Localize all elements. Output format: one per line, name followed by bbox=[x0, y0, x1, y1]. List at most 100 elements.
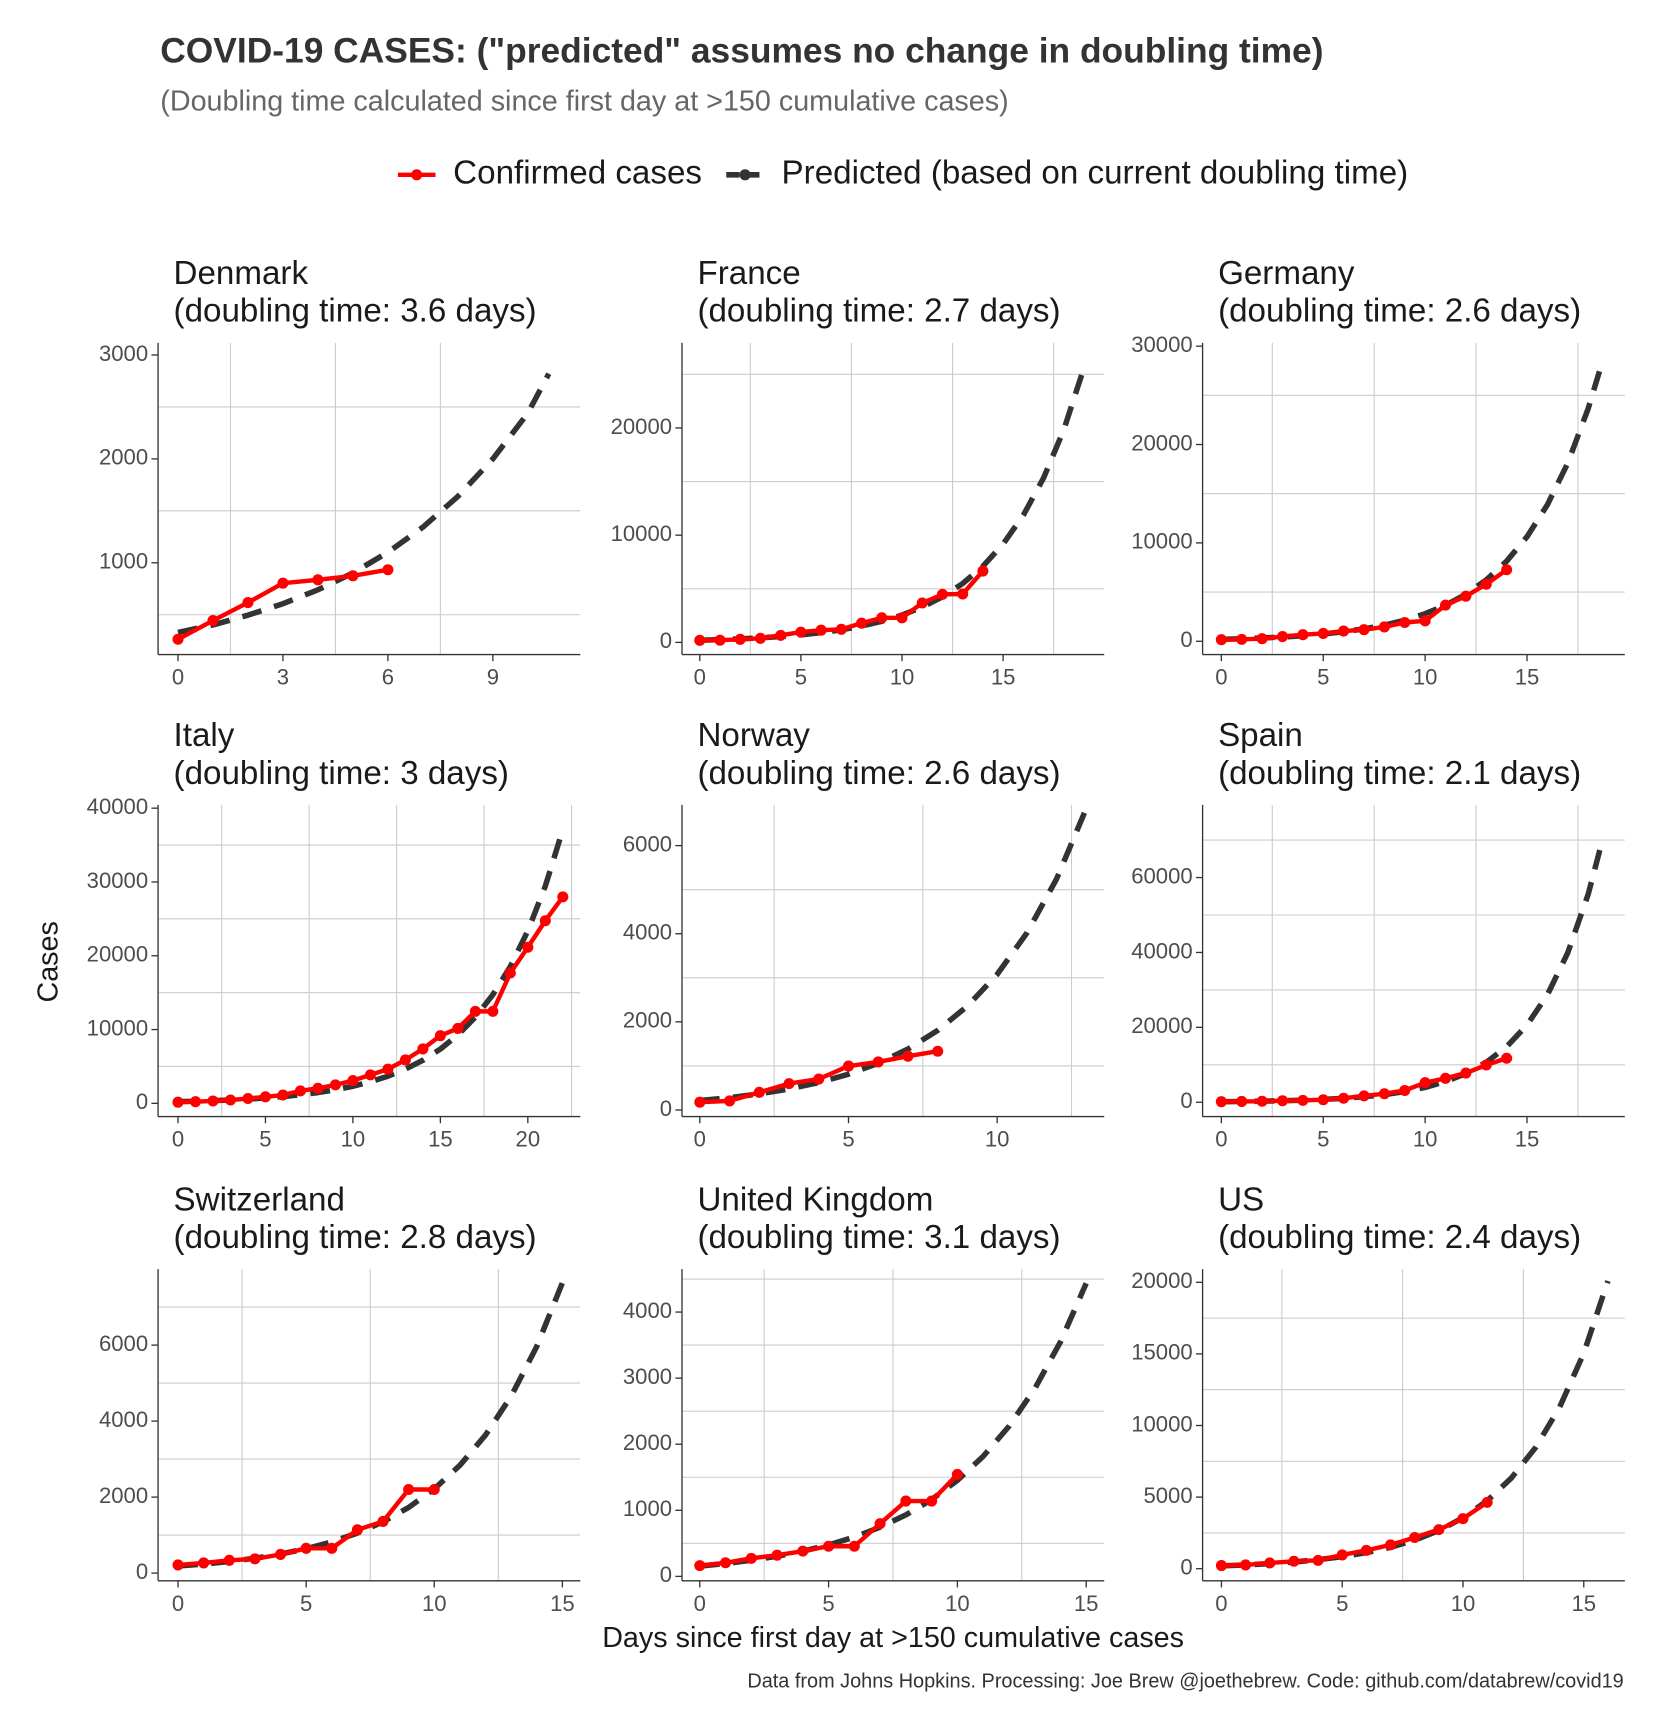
y-tick-label: 40000 bbox=[1131, 938, 1192, 963]
y-tick-label: 0 bbox=[660, 1562, 672, 1587]
x-tick-label: 0 bbox=[172, 1591, 184, 1616]
y-tick-label: 4000 bbox=[623, 1298, 672, 1323]
data-point bbox=[275, 1548, 287, 1560]
data-point bbox=[377, 1515, 389, 1527]
data-point bbox=[1215, 1096, 1227, 1108]
x-tick-label: 10 bbox=[1451, 1591, 1476, 1616]
data-point bbox=[797, 1545, 809, 1557]
data-point bbox=[1236, 1095, 1248, 1107]
x-tick-label: 10 bbox=[890, 665, 915, 690]
y-tick-label: 60000 bbox=[1131, 863, 1192, 888]
data-point bbox=[428, 1483, 440, 1496]
data-point bbox=[1256, 1095, 1268, 1107]
x-tick-label: 0 bbox=[694, 665, 706, 690]
y-tick-label: 30000 bbox=[1131, 332, 1192, 357]
y-tick-label: 2000 bbox=[99, 445, 148, 470]
data-point bbox=[469, 1005, 481, 1017]
data-point bbox=[259, 1091, 271, 1103]
data-point bbox=[694, 634, 706, 646]
y-tick-label: 1000 bbox=[623, 1496, 672, 1521]
data-point bbox=[326, 1542, 338, 1554]
data-point bbox=[872, 1056, 884, 1068]
x-tick-label: 0 bbox=[1215, 1591, 1227, 1616]
data-point bbox=[876, 612, 888, 624]
panel-title: France bbox=[697, 255, 800, 292]
data-point bbox=[329, 1079, 341, 1091]
data-point bbox=[172, 1096, 184, 1108]
data-point bbox=[916, 597, 928, 609]
y-tick-label: 0 bbox=[660, 628, 672, 653]
panel: France(doubling time: 2.7 days) 0 5 10 15 0 10… bbox=[611, 255, 1105, 690]
panel: Germany(doubling time: 2.6 days) 0 5 10 15 0 1… bbox=[1131, 255, 1625, 690]
data-point bbox=[795, 626, 807, 638]
data-point bbox=[242, 597, 254, 609]
y-tick-label: 10000 bbox=[611, 521, 672, 546]
panel-title: Spain bbox=[1218, 717, 1303, 754]
data-point bbox=[936, 588, 948, 600]
y-tick-label: 15000 bbox=[1131, 1340, 1192, 1365]
data-point bbox=[312, 1082, 324, 1094]
x-tick-label: 20 bbox=[516, 1127, 541, 1152]
data-point bbox=[1236, 633, 1248, 645]
y-tick-label: 10000 bbox=[1131, 529, 1192, 554]
data-point bbox=[1358, 624, 1370, 636]
y-tick-label: 10000 bbox=[87, 1015, 148, 1040]
data-point bbox=[1240, 1559, 1252, 1571]
panel-subtitle: (doubling time: 2.4 days) bbox=[1218, 1219, 1581, 1256]
panel: Denmark(doubling time: 3.6 days) 0 3 6 9 1000… bbox=[99, 255, 581, 690]
y-tick-label: 40000 bbox=[87, 794, 148, 819]
data-point bbox=[1439, 599, 1452, 611]
x-axis-label: Days since first day at >150 cumulative … bbox=[602, 1622, 1184, 1654]
data-point bbox=[403, 1483, 415, 1496]
data-point bbox=[1312, 1554, 1324, 1566]
data-point bbox=[775, 629, 787, 641]
data-point bbox=[1378, 1088, 1390, 1100]
data-point bbox=[207, 615, 219, 627]
data-point bbox=[1358, 1090, 1370, 1102]
panel: Spain(doubling time: 2.1 days) 0 5 10 15 0 200… bbox=[1131, 717, 1625, 1152]
data-point bbox=[189, 1096, 202, 1108]
x-tick-label: 5 bbox=[842, 1127, 854, 1152]
data-point bbox=[1460, 590, 1472, 602]
data-point bbox=[1215, 634, 1227, 646]
data-point bbox=[823, 1540, 835, 1552]
y-tick-label: 0 bbox=[136, 1559, 148, 1584]
data-point bbox=[198, 1557, 210, 1569]
data-point bbox=[347, 570, 359, 582]
data-point bbox=[1385, 1539, 1397, 1551]
x-tick-label: 0 bbox=[694, 1591, 706, 1616]
data-point bbox=[351, 1524, 363, 1536]
legend-label: Confirmed cases bbox=[453, 155, 702, 192]
series-line bbox=[1221, 1280, 1611, 1569]
x-tick-label: 10 bbox=[985, 1127, 1010, 1152]
panel-subtitle: (doubling time: 2.8 days) bbox=[174, 1219, 537, 1256]
legend: Confirmed cases Predicted (based on curre… bbox=[397, 155, 1409, 192]
y-tick-label: 6000 bbox=[623, 831, 672, 856]
y-tick-label: 5000 bbox=[1143, 1483, 1192, 1508]
legend-label: Predicted (based on current doubling tim… bbox=[782, 155, 1409, 192]
data-point bbox=[487, 1005, 499, 1017]
panel: Switzerland(doubling time: 2.8 days) 0 5 10… bbox=[99, 1181, 581, 1616]
data-point bbox=[874, 1518, 886, 1530]
data-point bbox=[694, 1096, 706, 1108]
data-point bbox=[1501, 564, 1513, 576]
data-point bbox=[1276, 1095, 1289, 1107]
data-point bbox=[223, 1554, 235, 1566]
x-tick-label: 10 bbox=[1413, 1127, 1438, 1152]
x-tick-label: 5 bbox=[259, 1127, 271, 1152]
panel: US(doubling time: 2.4 days) 0 5 10 15 0 5000 10… bbox=[1131, 1181, 1625, 1616]
data-point bbox=[977, 565, 989, 577]
panel-subtitle: (doubling time: 2.1 days) bbox=[1218, 755, 1581, 792]
x-tick-label: 0 bbox=[1215, 665, 1227, 690]
data-point bbox=[926, 1495, 938, 1507]
data-point bbox=[1338, 1092, 1350, 1104]
data-point bbox=[1409, 1531, 1421, 1544]
chart-title: COVID-19 CASES: ("predicted" assumes no … bbox=[160, 32, 1323, 71]
panel-title: Norway bbox=[697, 717, 810, 754]
y-tick-label: 3000 bbox=[623, 1364, 672, 1389]
data-point bbox=[172, 1559, 184, 1571]
x-tick-label: 10 bbox=[945, 1591, 970, 1616]
legend-item: Confirmed cases bbox=[397, 155, 702, 192]
y-tick-label: 2000 bbox=[99, 1483, 148, 1508]
